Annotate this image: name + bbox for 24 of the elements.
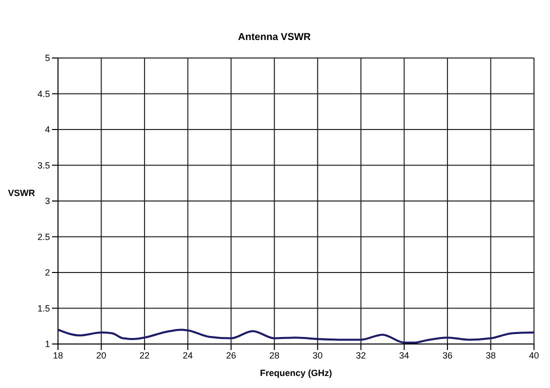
y-tick-label: 2 [44, 268, 50, 278]
x-tick-label: 24 [182, 350, 193, 360]
x-tick-label: 26 [226, 350, 236, 360]
x-tick-label: 40 [528, 350, 540, 360]
y-tick-label: 3.5 [37, 160, 50, 170]
x-tick-label: 30 [312, 350, 323, 360]
y-tick-label: 3 [44, 196, 50, 206]
x-tick-label: 22 [140, 350, 150, 360]
x-tick-label: 34 [399, 350, 410, 360]
x-tick-label: 38 [486, 350, 496, 360]
y-tick-label: 1.5 [37, 303, 50, 314]
y-tick-label: 2.5 [37, 232, 50, 242]
y-axis-title: VSWR [8, 188, 35, 198]
x-axis-title: Frequency (GHz) [260, 368, 332, 378]
x-tick-label: 36 [442, 350, 452, 360]
x-tick-label: 32 [356, 350, 366, 360]
x-tick-label: 20 [96, 350, 106, 360]
x-tick-label: 18 [52, 350, 64, 360]
y-tick-label: 1 [44, 339, 50, 350]
y-tick-label: 4.5 [37, 88, 50, 99]
y-tick-label: 5 [44, 53, 50, 64]
y-tick-label: 4 [44, 124, 50, 135]
x-tick-label: 28 [269, 350, 280, 360]
chart-title: Antenna VSWR [238, 32, 311, 43]
